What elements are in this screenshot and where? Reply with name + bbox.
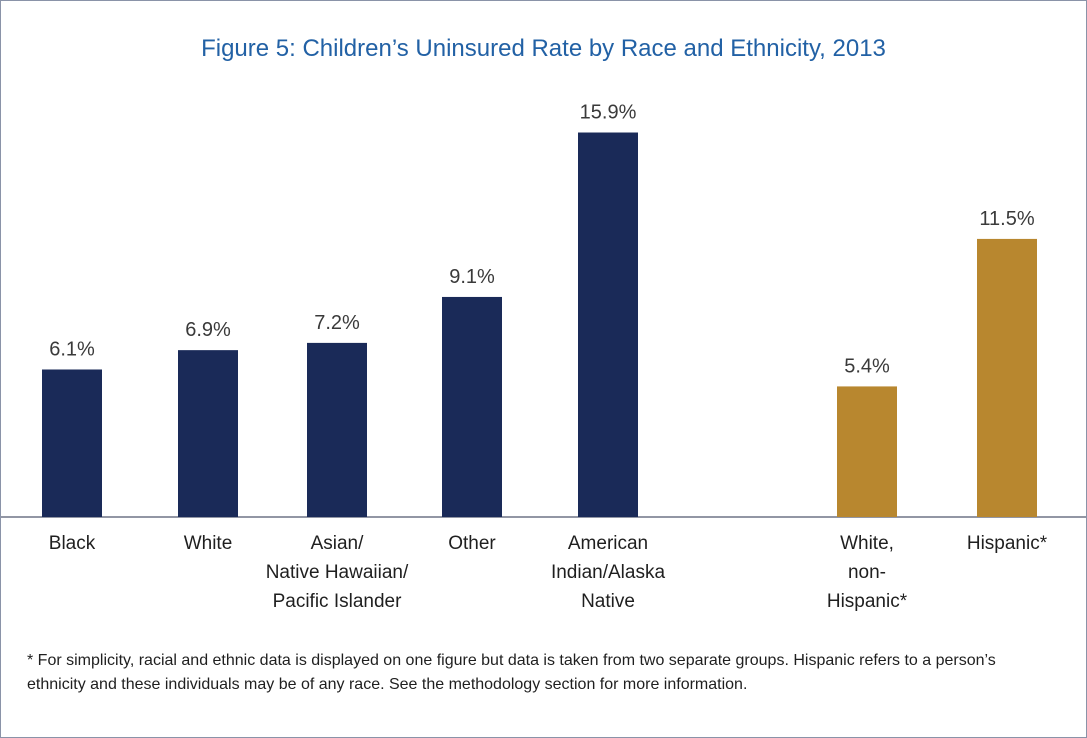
x-tick-label: White xyxy=(184,533,233,554)
bar xyxy=(307,342,367,517)
x-tick-label: Asian/Native Hawaiian/Pacific Islander xyxy=(266,533,409,612)
x-tick-label: White, non-Hispanic* xyxy=(827,533,908,612)
data-label: 15.9% xyxy=(580,102,637,124)
x-tick-label: Other xyxy=(448,533,496,554)
bar xyxy=(42,369,102,517)
bar xyxy=(977,238,1037,517)
bar xyxy=(837,386,897,517)
x-tick-label: Hispanic* xyxy=(967,533,1048,554)
chart-title: Figure 5: Children’s Uninsured Rate by R… xyxy=(201,35,886,62)
data-label: 6.1% xyxy=(49,338,95,360)
data-label: 6.9% xyxy=(185,319,231,341)
data-label: 9.1% xyxy=(449,266,495,288)
bar-chart: 6.1% Black 6.9% White 7.2% Asian/Native Hawai… xyxy=(1,102,1086,612)
x-tick-label: Black xyxy=(49,533,96,554)
x-tick-label: American Indian/Alaska Native xyxy=(551,533,666,612)
data-label: 7.2% xyxy=(314,312,360,334)
bar xyxy=(578,132,638,517)
data-label: 11.5% xyxy=(979,208,1034,230)
data-label: 5.4% xyxy=(844,355,890,377)
bar xyxy=(178,350,238,517)
bar xyxy=(442,296,502,517)
footnote: * For simplicity, racial and ethnic data… xyxy=(27,652,996,693)
